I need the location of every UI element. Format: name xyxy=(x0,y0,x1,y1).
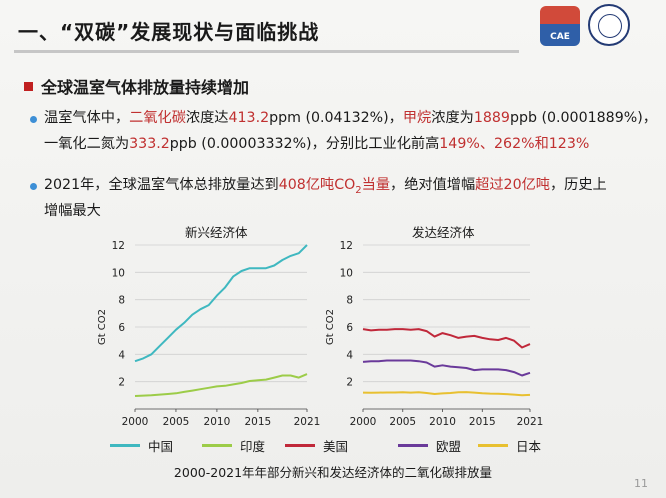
y-tick-label: 10 xyxy=(112,267,125,279)
bullet-dot-icon xyxy=(30,116,37,123)
y-tick-label: 4 xyxy=(346,349,353,361)
chart-title-developed: 发达经济体 xyxy=(412,225,475,240)
x-tick-label: 2010 xyxy=(429,416,456,428)
text-run: 浓度为 xyxy=(431,110,474,126)
figure-caption: 2000-2021年年部分新兴和发达经济体的二氧化碳排放量 xyxy=(173,465,493,480)
legend-swatch-usa xyxy=(285,444,315,447)
text-run: 149%、262%和123% xyxy=(439,136,590,152)
text-run: 2 xyxy=(355,184,362,196)
x-tick-label: 2021 xyxy=(517,416,544,428)
paragraph-1-line-1: 温室气体中，二氧化碳浓度达413.2ppm (0.04132%)，甲烷浓度为18… xyxy=(44,106,657,130)
legend-item-india: 印度 xyxy=(202,436,265,455)
legend-item-usa: 美国 xyxy=(285,436,348,455)
y-axis-label: Gt CO2 xyxy=(325,309,336,345)
y-tick-label: 6 xyxy=(346,322,353,334)
text-run: ppb (0.0001889%)， xyxy=(509,110,657,126)
text-run: ppm (0.04132%)， xyxy=(269,110,403,126)
x-tick-label: 2005 xyxy=(163,416,190,428)
series-line-india xyxy=(134,373,308,397)
legend-label-usa: 美国 xyxy=(323,439,349,454)
text-run: 浓度达 xyxy=(185,110,229,126)
text-run: 当量 xyxy=(361,177,391,193)
paragraph-1-line-2: 一氧化二氮为333.2ppb (0.00003332%)，分别比工业化前高149… xyxy=(44,132,589,156)
x-tick-label: 2010 xyxy=(204,416,231,428)
y-axis-label: Gt CO2 xyxy=(97,309,108,345)
text-run: ，绝对值增幅 xyxy=(390,177,476,193)
legend-label-china: 中国 xyxy=(148,439,174,454)
y-tick-label: 4 xyxy=(118,349,125,361)
y-tick-label: 2 xyxy=(118,377,125,389)
cae-logo-text: CAE xyxy=(550,32,570,42)
x-tick-label: 2000 xyxy=(350,416,377,428)
university-seal-logo xyxy=(588,4,630,46)
x-tick-label: 2005 xyxy=(389,416,416,428)
paragraph-2-line-2: 增幅最大 xyxy=(44,199,101,223)
legend-item-china: 中国 xyxy=(110,436,173,455)
paragraph-2-line-1: 2021年，全球温室气体总排放量达到408亿吨CO2当量，绝对值增幅超过20亿吨… xyxy=(44,173,607,203)
text-run: 超过20亿吨 xyxy=(475,177,550,193)
legend-label-eu: 欧盟 xyxy=(436,439,462,454)
x-tick-label: 2015 xyxy=(469,416,496,428)
legend-label-japan: 日本 xyxy=(516,439,542,454)
y-tick-label: 8 xyxy=(118,295,125,307)
page-number: 11 xyxy=(634,477,648,490)
legend-swatch-india xyxy=(202,444,232,447)
x-tick-label: 2000 xyxy=(122,416,149,428)
chart-title-emerging: 新兴经济体 xyxy=(185,225,248,240)
text-run: 413.2 xyxy=(228,110,270,126)
y-tick-label: 6 xyxy=(118,322,125,334)
x-tick-label: 2015 xyxy=(244,416,271,428)
text-run: 一氧化二氮为 xyxy=(44,136,130,152)
series-line-china xyxy=(134,244,308,363)
text-run: 二氧化碳 xyxy=(129,110,186,126)
legend-swatch-eu xyxy=(398,444,428,447)
legend-swatch-china xyxy=(110,444,140,447)
text-run: 333.2 xyxy=(129,136,170,152)
section-heading: 全球温室气体排放量持续增加 xyxy=(24,74,249,98)
text-run: 1889 xyxy=(473,110,510,126)
bullet-dot-icon xyxy=(30,183,37,190)
y-tick-label: 8 xyxy=(346,295,353,307)
series-line-japan xyxy=(362,391,531,397)
text-run: 增幅最大 xyxy=(44,203,101,219)
cae-logo: CAE xyxy=(540,6,580,46)
y-tick-label: 2 xyxy=(346,377,353,389)
text-run: 温室气体中， xyxy=(44,110,130,126)
text-run: ，历史上 xyxy=(549,177,607,193)
y-tick-label: 12 xyxy=(340,240,353,252)
series-line-eu xyxy=(362,359,531,377)
series-line-usa xyxy=(362,328,531,349)
legend-item-japan: 日本 xyxy=(478,436,541,455)
chart-legend: 中国 印度 美国 欧盟 日本 xyxy=(110,436,550,454)
text-run: 408亿吨CO xyxy=(278,177,356,193)
text-run: ppb (0.00003332%)，分别比工业化前高 xyxy=(169,136,440,152)
legend-label-india: 印度 xyxy=(240,439,266,454)
text-run: 2021年，全球温室气体总排放量达到 xyxy=(44,177,279,193)
section-heading-text: 全球温室气体排放量持续增加 xyxy=(41,78,250,97)
legend-swatch-japan xyxy=(478,444,508,447)
text-run: 甲烷 xyxy=(402,110,432,126)
slide-title: 一、“双碳”发展现状与面临挑战 xyxy=(18,20,320,44)
y-tick-label: 10 xyxy=(340,267,353,279)
red-square-bullet-icon xyxy=(24,82,33,91)
y-tick-label: 12 xyxy=(112,240,125,252)
x-tick-label: 2021 xyxy=(294,416,321,428)
legend-item-eu: 欧盟 xyxy=(398,436,461,455)
title-divider xyxy=(14,50,519,53)
